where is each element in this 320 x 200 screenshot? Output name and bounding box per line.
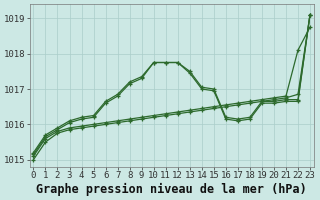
X-axis label: Graphe pression niveau de la mer (hPa): Graphe pression niveau de la mer (hPa) (36, 183, 307, 196)
